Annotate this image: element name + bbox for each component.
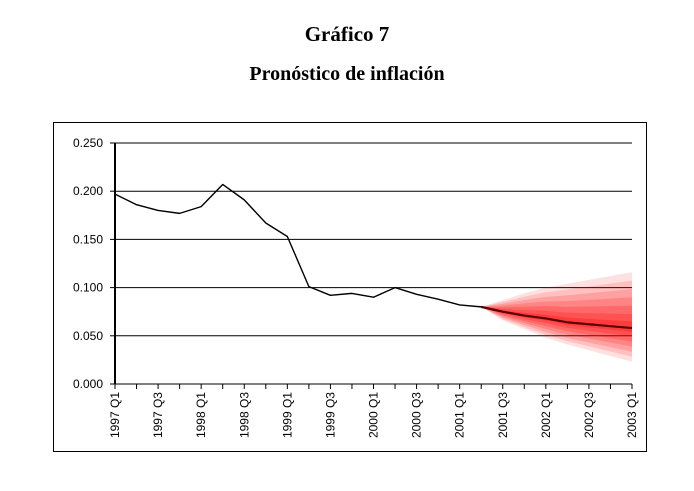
x-tick-label: 2000 Q3: [410, 392, 424, 438]
y-tick-label: 0.000: [73, 377, 103, 391]
y-tick-label: 0.250: [73, 136, 103, 150]
y-tick-label: 0.100: [73, 281, 103, 295]
x-tick-label: 2000 Q1: [367, 392, 381, 438]
y-tick-label: 0.200: [73, 184, 103, 198]
x-tick-label: 1999 Q3: [323, 392, 337, 438]
x-tick-label: 1998 Q3: [237, 392, 251, 438]
y-tick-label: 0.150: [73, 232, 103, 246]
x-tick-label: 1997 Q3: [151, 392, 165, 438]
x-tick-label: 2001 Q3: [496, 392, 510, 438]
x-tick-label: 1999 Q1: [280, 392, 294, 438]
x-tick-label: 1998 Q1: [194, 392, 208, 438]
forecast-central-line: [480, 305, 633, 330]
forecast-fan-band: [481, 280, 632, 357]
figure-subtitle: Pronóstico de inflación: [249, 63, 445, 85]
inflation-chart: 0.000 0.050 0.100 0.150 0.200 0.250 1997 Q1 199…: [73, 136, 639, 438]
x-tick-label: 2003 Q1: [625, 392, 639, 438]
x-tick-label: 2001 Q1: [453, 392, 467, 438]
x-tick-label: 2002 Q1: [539, 392, 553, 438]
forecast-fan-band: [481, 272, 632, 362]
x-tick-label: 2002 Q3: [582, 392, 596, 438]
x-tick-label: 1997 Q1: [108, 392, 122, 438]
figure-title: Gráfico 7: [304, 22, 390, 46]
y-tick-label: 0.050: [73, 329, 103, 343]
chart-frame: 0.000 0.050 0.100 0.150 0.200 0.250 1997 Q1 199…: [53, 122, 647, 452]
forecast-fan-band: [481, 297, 632, 347]
